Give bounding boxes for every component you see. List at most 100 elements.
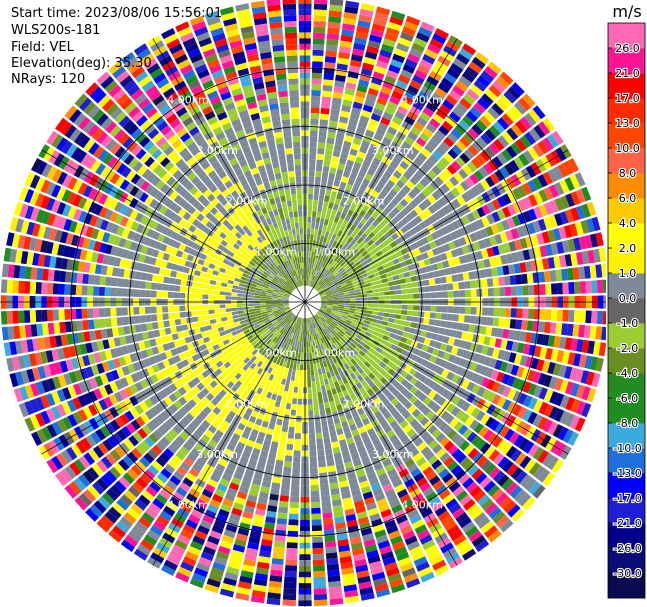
velocity-gate — [344, 321, 351, 327]
velocity-gate — [451, 198, 461, 209]
velocity-gate — [238, 376, 246, 384]
velocity-gate — [342, 578, 357, 587]
velocity-gate — [212, 493, 223, 503]
velocity-gate — [263, 439, 271, 447]
velocity-gate — [314, 264, 318, 271]
velocity-gate — [362, 178, 370, 187]
velocity-gate — [286, 548, 298, 555]
velocity-gate — [156, 472, 169, 484]
velocity-gate — [173, 380, 182, 389]
velocity-gate — [550, 242, 559, 255]
velocity-gate — [180, 279, 187, 286]
velocity-gate — [449, 529, 464, 542]
velocity-gate — [370, 113, 381, 122]
velocity-gate — [307, 370, 311, 376]
velocity-gate — [429, 475, 441, 486]
velocity-gate — [432, 480, 444, 491]
velocity-gate — [215, 514, 228, 524]
velocity-gate — [464, 253, 472, 263]
velocity-gate — [591, 216, 601, 232]
velocity-gate — [409, 327, 416, 334]
velocity-gate — [388, 64, 401, 74]
velocity-gate — [252, 519, 264, 528]
velocity-gate — [409, 79, 422, 90]
velocity-gate — [292, 339, 296, 346]
velocity-gate — [522, 381, 532, 394]
velocity-gate — [325, 454, 334, 461]
velocity-gate — [487, 307, 494, 316]
velocity-gate — [170, 348, 178, 357]
velocity-gate — [281, 354, 286, 361]
velocity-gate — [419, 177, 430, 188]
velocity-gate — [268, 499, 278, 507]
velocity-gate — [574, 221, 584, 236]
velocity-gate — [354, 96, 365, 104]
velocity-gate — [355, 175, 364, 184]
velocity-gate — [338, 306, 344, 309]
velocity-gate — [517, 185, 528, 198]
velocity-gate — [407, 293, 414, 299]
velocity-gate — [357, 188, 365, 197]
velocity-gate — [466, 431, 478, 443]
velocity-gate — [112, 235, 122, 246]
velocity-gate — [292, 461, 301, 468]
velocity-gate — [328, 283, 334, 288]
velocity-gate — [327, 569, 340, 577]
velocity-gate — [354, 500, 365, 508]
velocity-gate — [435, 161, 446, 172]
velocity-gate — [322, 329, 328, 336]
velocity-gate — [359, 386, 367, 395]
velocity-gate — [187, 545, 201, 556]
velocity-gate — [477, 494, 490, 507]
velocity-gate — [491, 198, 502, 210]
velocity-gate — [258, 347, 265, 354]
velocity-gate — [308, 268, 311, 275]
velocity-gate — [317, 350, 321, 358]
velocity-gate — [216, 322, 223, 328]
velocity-gate — [420, 21, 435, 33]
velocity-gate — [475, 438, 487, 451]
velocity-gate — [374, 357, 382, 365]
velocity-gate — [297, 358, 301, 365]
velocity-gate — [237, 422, 246, 431]
velocity-gate — [517, 250, 525, 262]
velocity-gate — [563, 366, 573, 380]
velocity-gate — [260, 450, 269, 458]
velocity-gate — [280, 402, 286, 409]
velocity-gate — [284, 307, 290, 311]
velocity-gate — [146, 322, 153, 331]
velocity-gate — [382, 514, 395, 524]
velocity-gate — [419, 111, 431, 122]
velocity-gate — [434, 417, 444, 428]
velocity-gate — [240, 480, 251, 489]
velocity-gate — [340, 239, 347, 246]
velocity-gate — [321, 177, 328, 184]
velocity-gate — [517, 379, 527, 392]
velocity-gate — [328, 471, 337, 478]
velocity-gate — [371, 405, 379, 414]
velocity-gate — [294, 352, 299, 359]
velocity-gate — [354, 37, 367, 46]
velocity-gate — [277, 303, 283, 306]
velocity-gate — [24, 266, 32, 280]
velocity-gate — [149, 257, 157, 266]
velocity-gate — [311, 90, 321, 97]
velocity-gate — [371, 76, 383, 86]
velocity-gate — [162, 306, 169, 313]
velocity-gate — [513, 156, 525, 170]
velocity-gate — [486, 379, 496, 391]
velocity-gate — [464, 281, 471, 289]
velocity-gate — [248, 272, 256, 278]
velocity-gate — [309, 164, 316, 171]
velocity-gate — [315, 223, 320, 230]
velocity-gate — [226, 265, 233, 272]
velocity-gate — [330, 312, 336, 317]
velocity-gate — [52, 283, 59, 295]
velocity-gate — [338, 544, 350, 553]
velocity-gate — [436, 228, 445, 238]
velocity-gate — [364, 98, 375, 108]
velocity-gate — [358, 581, 373, 590]
velocity-gate — [339, 116, 349, 124]
velocity-gate — [507, 388, 517, 400]
velocity-gate — [392, 380, 401, 389]
